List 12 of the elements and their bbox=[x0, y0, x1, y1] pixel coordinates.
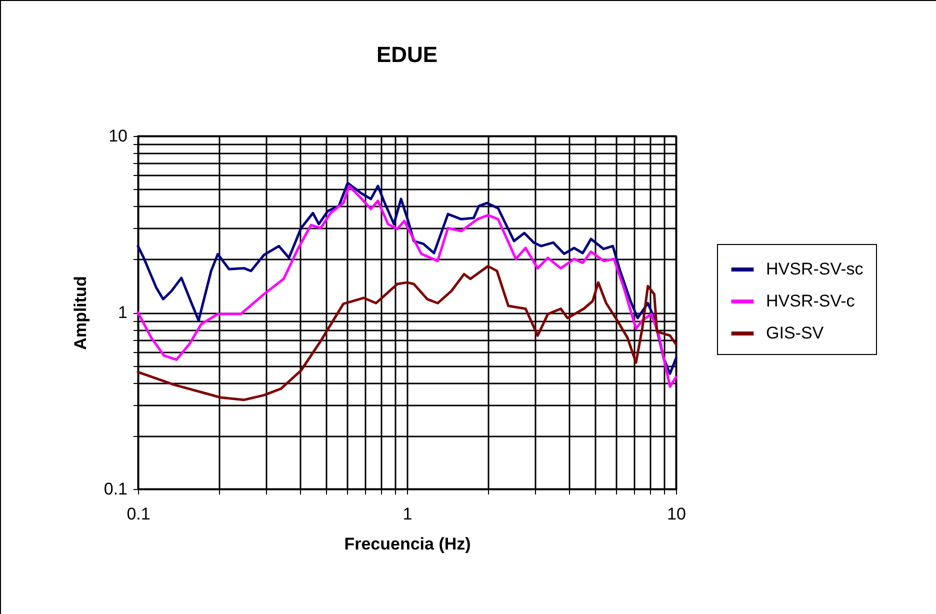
y-tick-label: 1 bbox=[118, 303, 128, 322]
y-tick-label: 0.1 bbox=[104, 480, 128, 498]
chart-title: EDUE bbox=[376, 42, 438, 67]
y-tick-label: 10 bbox=[108, 126, 128, 146]
x-axis-title: Frecuencia (Hz) bbox=[344, 534, 471, 554]
x-tick-label: 10 bbox=[667, 504, 686, 524]
y-axis-title: Amplitud bbox=[70, 276, 90, 350]
legend-label: HVSR-SV-sc bbox=[766, 260, 864, 278]
legend-label: HVSR-SV-c bbox=[766, 292, 856, 310]
legend-label: GIS-SV bbox=[766, 324, 824, 342]
x-tick-label: 0.1 bbox=[126, 504, 150, 524]
x-tick-label: 1 bbox=[402, 504, 412, 524]
